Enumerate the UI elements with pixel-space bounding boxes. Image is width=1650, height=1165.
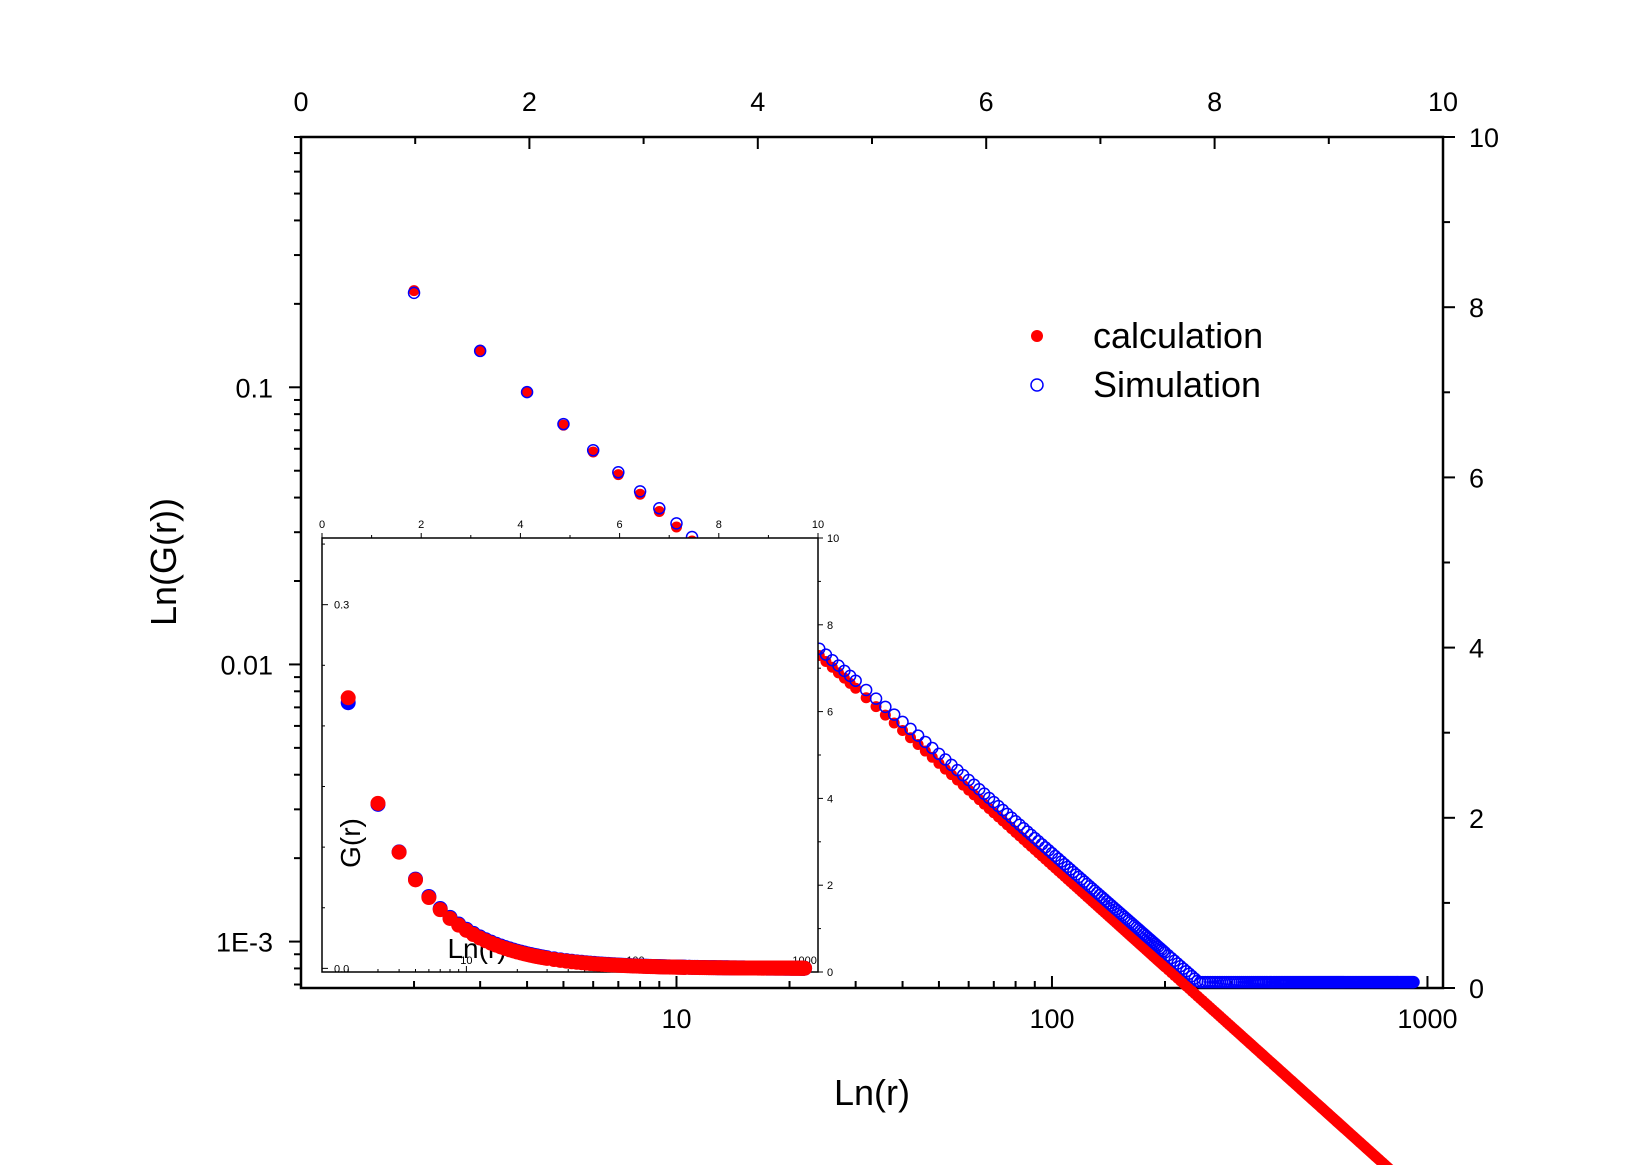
inset-top-tick-label: 0 [319, 519, 325, 531]
simulation-point [896, 715, 909, 729]
inset-top-tick-label: 6 [617, 519, 623, 531]
calculation-point [557, 419, 569, 431]
right-tick-label: 10 [1469, 123, 1499, 153]
inset-top-tick-label: 4 [517, 519, 523, 531]
right-tick-label: 6 [1469, 463, 1484, 493]
legend-marker-calculation [1031, 330, 1043, 342]
top-tick-label: 4 [750, 87, 765, 117]
simulation-point [653, 502, 666, 515]
y-axis-title: Ln(G(r)) [143, 498, 184, 626]
simulation-point [586, 443, 600, 457]
simulation-point [1039, 841, 1052, 854]
inset-calculation-point [421, 890, 437, 906]
inset-right-tick-label: 4 [827, 793, 833, 805]
calculation-point [474, 344, 486, 356]
legend-label-simulation: Simulation [1093, 364, 1261, 405]
inset-right-tick-label: 8 [827, 620, 833, 632]
inset-calculation-point [407, 872, 423, 888]
inset-right-tick-label: 6 [827, 707, 833, 719]
inset-right-tick-label: 2 [827, 880, 833, 892]
top-tick-label: 2 [522, 87, 537, 117]
inset-calculation-point [370, 795, 386, 811]
calculation-point [670, 521, 682, 533]
simulation-point [1017, 821, 1030, 835]
simulation-point [859, 683, 873, 697]
inset-calculation-point [340, 690, 356, 706]
simulation-point [1009, 814, 1022, 828]
inset-calculation-point [797, 960, 813, 976]
simulation-point [407, 286, 421, 300]
simulation-point [919, 735, 932, 749]
top-tick-label: 8 [1207, 87, 1222, 117]
simulation-point [1024, 828, 1038, 842]
right-tick-label: 8 [1469, 293, 1484, 323]
simulation-point [849, 674, 862, 687]
simulation-point [996, 803, 1010, 817]
simulation-point [1005, 811, 1018, 824]
simulation-point [1013, 818, 1026, 832]
simulation-point [869, 692, 883, 705]
simulation-point [1032, 834, 1045, 848]
y-tick-label: 0.01 [220, 650, 273, 680]
simulation-point [612, 466, 625, 479]
top-tick-label: 6 [979, 87, 994, 117]
right-tick-label: 2 [1469, 804, 1484, 834]
simulation-point [520, 385, 534, 399]
legend-label-calculation: calculation [1093, 315, 1263, 356]
simulation-point [1021, 825, 1034, 838]
simulation-point [904, 722, 917, 736]
simulation-point [887, 708, 901, 721]
simulation-point [633, 485, 647, 498]
top-tick-label: 10 [1428, 87, 1458, 117]
calculation-point [912, 739, 924, 751]
y-tick-label: 1E-3 [216, 928, 273, 958]
simulation-point [1042, 844, 1055, 857]
simulation-point [557, 417, 570, 431]
x-tick-label: 10 [661, 1004, 691, 1034]
simulation-point [473, 344, 487, 358]
top-tick-label: 0 [293, 87, 308, 117]
inset-top-tick-label: 10 [812, 519, 824, 531]
inset-right-tick-label: 10 [827, 533, 839, 545]
y-tick-label: 0.1 [235, 373, 273, 403]
inset-right-tick-label: 0 [827, 967, 833, 979]
inset-top-tick-label: 8 [716, 519, 722, 531]
simulation-point [1028, 831, 1042, 845]
right-tick-label: 0 [1469, 974, 1484, 1004]
inset-calculation-point [391, 844, 407, 860]
simulation-point [992, 799, 1005, 813]
legend: calculation Simulation [1030, 315, 1263, 405]
simulation-point [911, 729, 925, 742]
simulation-point [1000, 807, 1014, 821]
inset-y-axis-title: G(r) [335, 818, 366, 868]
right-tick-label: 4 [1469, 634, 1484, 664]
calculation-point [653, 505, 665, 517]
inset-frame [321, 537, 819, 973]
legend-marker-simulation [1030, 378, 1044, 392]
inset-x-tick-label: 10 [460, 955, 472, 967]
calculation-point [521, 386, 533, 398]
inset-top-tick-label: 2 [418, 519, 424, 531]
x-tick-label: 100 [1029, 1004, 1074, 1034]
x-axis-title: Ln(r) [834, 1072, 910, 1113]
x-tick-label: 1000 [1397, 1004, 1457, 1034]
simulation-point [1407, 975, 1420, 989]
simulation-point [670, 517, 683, 530]
inset-calculation-point [432, 902, 448, 918]
simulation-point [879, 700, 892, 714]
inset-y-tick-label: 0.3 [334, 600, 349, 612]
simulation-point [1035, 838, 1049, 851]
inset-y-tick-label: 0.0 [334, 963, 349, 975]
